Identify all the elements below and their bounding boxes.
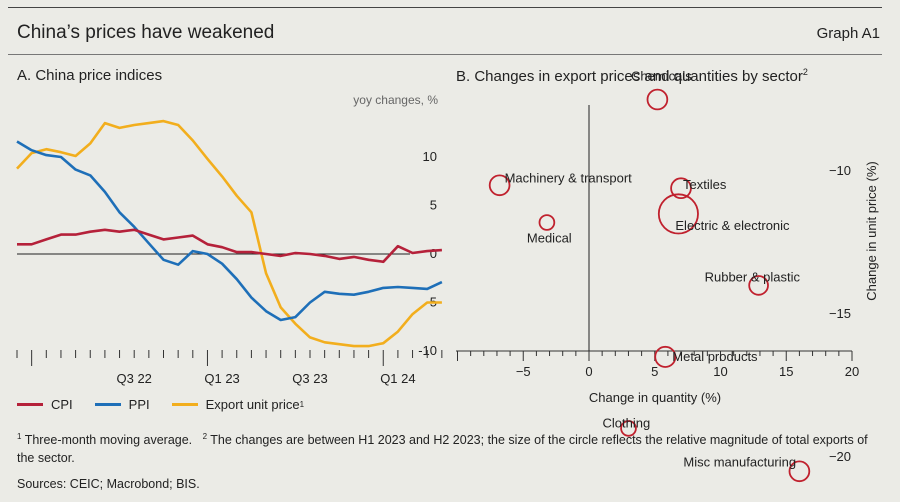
panel-b-y-axis-label: Change in unit price (%) [864, 161, 879, 300]
footnote-1-mark: 1 [17, 432, 22, 441]
panel-b-point-clothing [620, 420, 637, 437]
legend: CPI PPI Export unit price 1 [17, 397, 326, 412]
panel-a-series-ppi [16, 140, 443, 322]
panel-b-x-tick-label: 10 [713, 364, 727, 379]
legend-note-export-unit-price: 1 [299, 400, 305, 409]
footnote-2: The changes are between H1 2023 and H2 2… [17, 433, 868, 466]
panel-b-point-label-chemicals: Chemicals [631, 69, 692, 84]
panel-b-point-label-clothing: Clothing [603, 415, 651, 430]
graph-label: Graph A1 [816, 25, 880, 42]
page-title: China’s prices have weakened [17, 22, 275, 43]
legend-item-export-unit-price: Export unit price 1 [171, 397, 305, 412]
panel-b-point-rubber-and-plastic [748, 275, 769, 296]
panel-b-point-label-machinery-and-transport: Machinery & transport [505, 170, 633, 185]
panel-b-point-label-metal-products: Metal products [672, 349, 758, 364]
panel-b-title-text: B. Changes in export prices and quantiti… [456, 68, 803, 85]
panel-b-x-tick-label: 15 [779, 364, 793, 379]
sources: Sources: CEIC; Macrobond; BIS. [17, 477, 200, 491]
panel-b-title-note: 2 [802, 67, 808, 77]
legend-swatch-ppi [94, 403, 121, 406]
footnote-1: Three-month moving average. [24, 433, 193, 448]
legend-label-cpi: CPI [51, 397, 73, 412]
panel-b-point-medical [538, 214, 556, 231]
panel-b-point-metal-products [654, 345, 677, 368]
panel-a-series-cpi [17, 228, 442, 264]
legend-swatch-export-unit-price [171, 403, 198, 406]
panel-a-x-tick-label: Q1 24 [380, 371, 415, 386]
legend-label-ppi: PPI [128, 397, 150, 412]
panel-b-y-tick-label: −10 [829, 163, 851, 178]
panel-b-point-label-rubber-and-plastic: Rubber & plastic [705, 269, 801, 284]
top-rule [8, 7, 882, 8]
footnote-2-mark: 2 [202, 432, 208, 441]
legend-label-export-unit-price: Export unit price [205, 397, 300, 412]
panel-a-series-export-unit-price [16, 119, 442, 348]
panel-b-point-label-medical: Medical [527, 231, 572, 246]
panel-b-x-tick-label: 20 [845, 364, 859, 379]
panel-b-point-electric-and-electronic [657, 193, 699, 235]
legend-item-ppi: PPI [94, 397, 150, 412]
panel-a-unit-label: yoy changes, % [353, 93, 438, 107]
panel-b-x-axis-label: Change in quantity (%) [589, 390, 721, 405]
footnotes: 1 Three-month moving average. 2 The chan… [17, 428, 887, 467]
panel-a-x-tick-label: Q1 23 [204, 371, 239, 386]
panel-b-point-chemicals [646, 88, 669, 111]
panel-b-point-label-electric-and-electronic: Electric & electronic [675, 218, 790, 233]
panel-b-y-tick-label: −15 [829, 306, 851, 321]
panel-b-point-label-misc-manufacturing: Misc manufacturing [683, 454, 796, 469]
panel-a-y-tick-label: 0 [430, 246, 437, 261]
panel-b-title: B. Changes in export prices and quantiti… [456, 67, 808, 85]
panel-b-point-textiles [670, 177, 692, 200]
panel-a-x-tick-label: Q3 22 [116, 371, 151, 386]
panel-a-y-tick-label: 5 [430, 198, 437, 213]
panel-a-x-tick-label: Q3 23 [292, 371, 327, 386]
panel-b-x-tick-label: −5 [516, 364, 531, 379]
panel-b-point-misc-manufacturing [788, 460, 811, 483]
panel-a-title: A. China price indices [17, 67, 163, 84]
panel-b-x-tick-label: 0 [585, 364, 592, 379]
panel-b-chart: Change in quantity (%) Change in unit pr… [456, 69, 879, 483]
panel-b-point-label-textiles: Textiles [683, 177, 727, 192]
panel-b-y-tick-label: −20 [829, 449, 851, 464]
panel-b-x-tick-label: 5 [651, 364, 658, 379]
panel-b-point-machinery-and-transport [488, 174, 511, 197]
legend-swatch-cpi [17, 403, 43, 406]
legend-item-cpi: CPI [17, 397, 73, 412]
header-rule [8, 54, 882, 55]
panel-a-y-tick-label: 10 [423, 149, 437, 164]
